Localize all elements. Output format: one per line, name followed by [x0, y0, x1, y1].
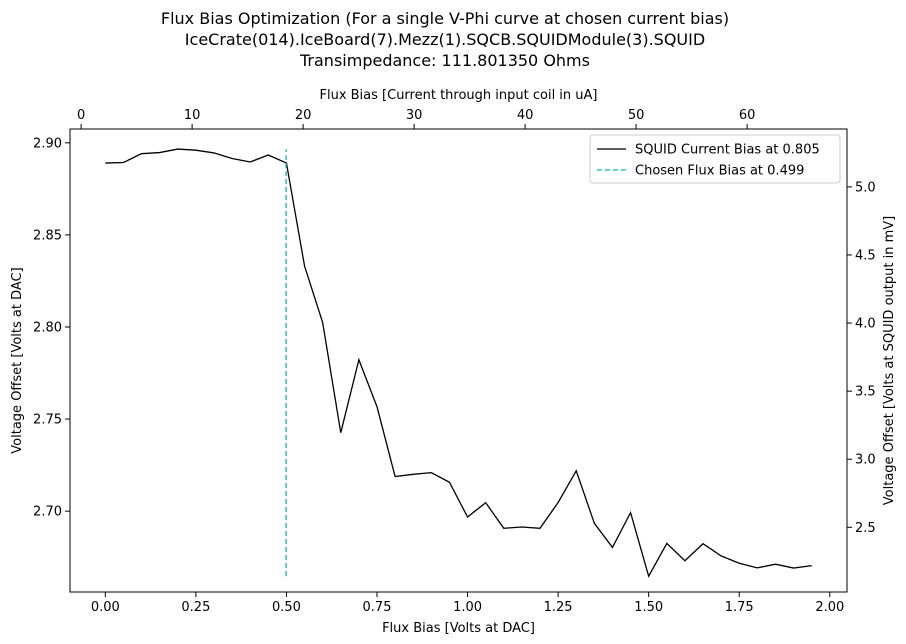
x-axis-bottom: 0.00 0.25 0.50 0.75 1.00 1.25 1.50 1.75 2.00 — [91, 592, 844, 615]
y-tick-label: 2.80 — [33, 320, 62, 335]
chart-title-line: Transimpedance: 111.801350 Ohms — [299, 51, 590, 70]
y2-tick-label: 3.5 — [855, 385, 876, 400]
legend: SQUID Current Bias at 0.805 Chosen Flux B… — [589, 134, 841, 184]
y-tick-label: 2.70 — [33, 505, 62, 520]
x-tick-label: 1.50 — [634, 600, 663, 615]
x-axis-label: Flux Bias [Volts at DAC] — [382, 621, 535, 636]
x-tick-label: 0.50 — [272, 600, 301, 615]
y2-tick-label: 3.0 — [855, 453, 876, 468]
chart-title: Flux Bias Optimization (For a single V-P… — [161, 9, 729, 70]
legend-entry-label: Chosen Flux Bias at 0.499 — [635, 164, 804, 179]
plot-frame — [69, 128, 848, 593]
x-tick-label: 1.25 — [544, 600, 573, 615]
x2-tick-label: 20 — [295, 108, 312, 123]
legend-entry-label: SQUID Current Bias at 0.805 — [635, 143, 820, 158]
x-tick-label: 2.00 — [815, 600, 844, 615]
x-tick-label: 0.75 — [363, 600, 392, 615]
x-tick-label: 0.00 — [91, 600, 120, 615]
x2-axis-label: Flux Bias [Current through input coil in… — [319, 88, 597, 103]
x2-tick-label: 50 — [628, 108, 645, 123]
x2-tick-label: 10 — [184, 108, 201, 123]
y-tick-label: 2.90 — [33, 136, 62, 151]
chart-title-line: Flux Bias Optimization (For a single V-P… — [161, 9, 729, 28]
plot-area — [105, 148, 812, 578]
y-axis-label: Voltage Offset [Volts at DAC] — [10, 267, 25, 453]
x2-tick-label: 0 — [77, 108, 85, 123]
y-tick-label: 2.85 — [33, 228, 62, 243]
y2-tick-label: 5.0 — [855, 180, 876, 195]
y-axis-right: 2.5 3.0 3.5 4.0 4.5 5.0 — [847, 180, 876, 536]
x2-tick-label: 60 — [739, 108, 756, 123]
series-line-squid-current-bias — [105, 148, 812, 578]
x-axis-top: 0 10 20 30 40 50 60 — [77, 108, 755, 129]
x2-tick-label: 30 — [406, 108, 423, 123]
y-axis-left: 2.70 2.75 2.80 2.85 2.90 — [33, 136, 70, 520]
y2-axis-label: Voltage Offset [Volts at SQUID output in… — [882, 216, 897, 505]
y-tick-label: 2.75 — [33, 413, 62, 428]
chart-title-line: IceCrate(014).IceBoard(7).Mezz(1).SQCB.S… — [185, 30, 705, 49]
legend-box — [589, 134, 841, 184]
y2-tick-label: 2.5 — [855, 521, 876, 536]
y2-tick-label: 4.0 — [855, 317, 876, 332]
y2-tick-label: 4.5 — [855, 248, 876, 263]
x-tick-label: 0.25 — [181, 600, 210, 615]
x-tick-label: 1.75 — [725, 600, 754, 615]
x2-tick-label: 40 — [517, 108, 534, 123]
x-tick-label: 1.00 — [453, 600, 482, 615]
